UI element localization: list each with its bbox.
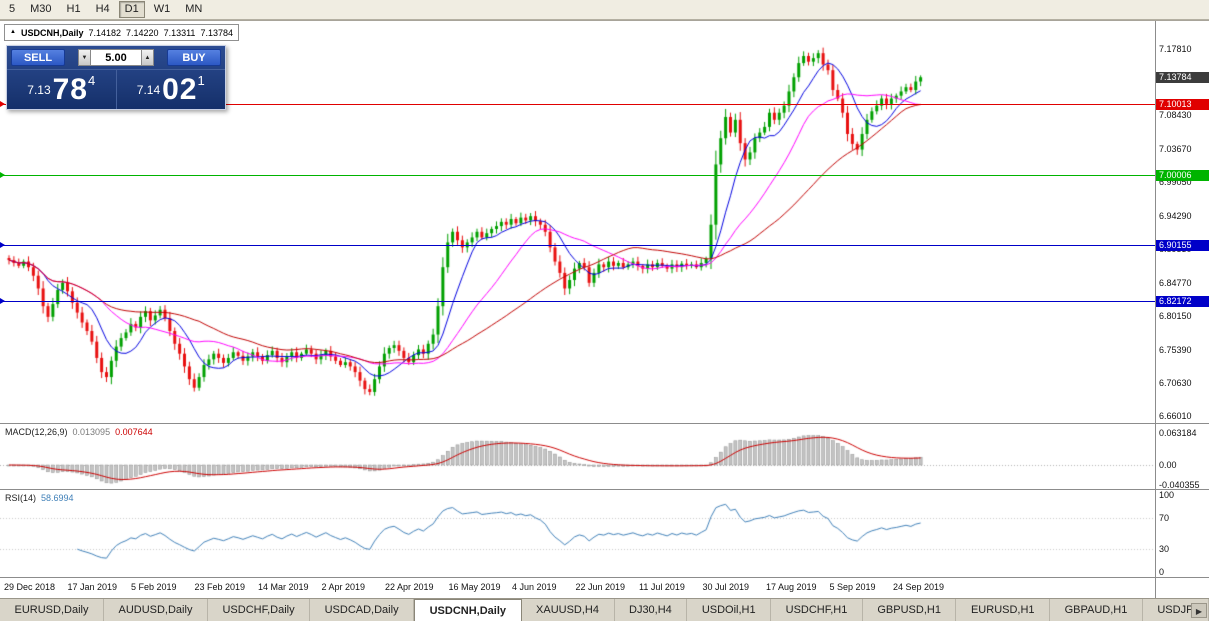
date-label: 11 Jul 2019	[639, 582, 685, 592]
sell-price-pips: 78	[52, 72, 88, 106]
timeframe-button-H1[interactable]: H1	[66, 3, 81, 15]
chart-symbol-period: USDCNH,Daily	[20, 27, 84, 38]
sell-price-main: 7.13	[27, 82, 51, 97]
tab-USDCNH-Daily[interactable]: USDCNH,Daily	[414, 599, 522, 621]
tab-USDOil-H1[interactable]: USDOil,H1	[687, 599, 772, 621]
price-divider	[115, 70, 117, 109]
ohlc-low: 7.13311	[163, 27, 196, 38]
date-label: 24 Sep 2019	[893, 582, 945, 592]
date-label: 22 Jun 2019	[575, 582, 626, 592]
indicator-axis-label: 30	[1159, 543, 1170, 554]
volume-decrease-button[interactable]: ▼	[78, 49, 91, 66]
tab-USDCHF-H1[interactable]: USDCHF,H1	[771, 599, 863, 621]
price-axis-label: 7.08430	[1159, 110, 1192, 121]
macd-signal-value: 0.007644	[115, 427, 153, 437]
one-click-trading-panel: SELL ▼ ▲ BUY 7.13 78 4 7.14 02 1	[6, 45, 226, 110]
price-axis-label: 6.66010	[1159, 410, 1192, 421]
date-label: 14 Mar 2019	[258, 582, 309, 592]
chart-title: ▲ USDCNH,Daily 7.14182 7.14220 7.13311 7…	[4, 24, 239, 41]
date-label: 17 Jan 2019	[67, 582, 118, 592]
sell-button[interactable]: SELL	[11, 49, 65, 66]
price-axis-label: 7.17810	[1159, 43, 1192, 54]
price-axis-label: 6.84770	[1159, 278, 1192, 289]
buy-price-main: 7.14	[136, 82, 161, 97]
rsi-name: RSI(14)	[5, 493, 37, 503]
volume-stepper: ▼ ▲	[69, 49, 163, 66]
date-label: 5 Feb 2019	[131, 582, 177, 592]
tab-AUDUSD-Daily[interactable]: AUDUSD,Daily	[104, 599, 208, 621]
date-label: 30 Jul 2019	[702, 582, 750, 592]
chart-window: 7.17810 7.08430 7.03670 6.99050 6.94290 6.895…	[0, 20, 1209, 598]
ohlc-open: 7.14182	[88, 27, 122, 38]
buy-button[interactable]: BUY	[167, 49, 221, 66]
timeframe-toolbar: 5 M30 H1 H4 D1 W1 MN	[0, 0, 1209, 20]
chart-tabs-bar: ▶ EURUSD,Daily AUDUSD,Daily USDCHF,Daily US…	[0, 598, 1209, 621]
volume-input[interactable]	[91, 49, 141, 66]
date-label: 22 Apr 2019	[385, 582, 434, 592]
price-axis-label: 6.99050	[1159, 176, 1192, 187]
timeframe-button-H4[interactable]: H4	[95, 3, 110, 15]
pane-separator[interactable]	[0, 577, 1209, 578]
indicator-axis-label: 70	[1159, 513, 1170, 524]
tab-scroll-right-button[interactable]: ▶	[1191, 603, 1207, 618]
volume-increase-button[interactable]: ▲	[141, 49, 154, 66]
date-label: 5 Sep 2019	[829, 582, 876, 592]
macd-pane-canvas[interactable]	[0, 424, 1155, 489]
tab-GBPAUD-H1[interactable]: GBPAUD,H1	[1050, 599, 1143, 621]
tab-USDCAD-Daily[interactable]: USDCAD,Daily	[310, 599, 415, 621]
tab-GBPUSD-H1[interactable]: GBPUSD,H1	[863, 599, 957, 621]
indicator-axis-label: 100	[1159, 490, 1175, 500]
price-tag-7.10013: 7.10013	[1156, 99, 1209, 111]
date-label: 16 May 2019	[448, 582, 501, 592]
macd-main-value: 0.013095	[72, 427, 111, 437]
price-axis-label: 6.80150	[1159, 310, 1192, 321]
tab-XAUUSD-H4[interactable]: XAUUSD,H4	[522, 599, 615, 621]
pane-separator[interactable]	[0, 489, 1209, 490]
ohlc-high: 7.14220	[126, 27, 159, 38]
tab-EURUSD-Daily[interactable]: EURUSD,Daily	[0, 599, 104, 621]
timeframe-button-MN[interactable]: MN	[185, 3, 203, 15]
indicator-axis-label: 0.00	[1159, 460, 1177, 470]
indicator-axis-label: 0	[1159, 567, 1165, 577]
tab-DJ30-H4[interactable]: DJ30,H4	[615, 599, 688, 621]
macd-name: MACD(12,26,9)	[5, 427, 68, 437]
price-axis-label: 6.75390	[1159, 344, 1192, 355]
price-axis-separator	[1155, 21, 1156, 598]
date-label: 23 Feb 2019	[194, 582, 246, 592]
tab-EURUSD-H1[interactable]: EURUSD,H1	[956, 599, 1051, 621]
price-axis-label: 7.03670	[1159, 144, 1192, 155]
indicator-axis-label: 0.063184	[1159, 428, 1197, 439]
tab-USDCHF-Daily[interactable]: USDCHF,Daily	[208, 599, 311, 621]
rsi-value: 58.6994	[41, 493, 74, 503]
timeframe-button-5[interactable]: 5	[9, 3, 16, 15]
sell-price-point: 4	[88, 73, 96, 88]
timeframe-button-M30[interactable]: M30	[30, 3, 52, 15]
date-label: 2 Apr 2019	[321, 582, 366, 592]
price-axis-label: 6.89530	[1159, 244, 1192, 255]
price-tag-7.00006: 7.00006	[1156, 170, 1209, 182]
tab-USDJP[interactable]: USDJP	[1143, 599, 1209, 621]
buy-price-pips: 02	[162, 72, 198, 106]
price-axis-label: 6.94290	[1159, 210, 1192, 221]
timeframe-button-D1[interactable]: D1	[118, 1, 145, 18]
rsi-indicator-label: RSI(14) 58.6994	[5, 493, 74, 503]
date-axis: 29 Dec 2018 17 Jan 2019 5 Feb 2019 23 Feb 2…	[0, 578, 1155, 598]
rsi-pane-canvas[interactable]	[0, 490, 1155, 577]
sell-price-button[interactable]: 7.13 78 4	[7, 70, 116, 109]
price-axis-label: 6.70630	[1159, 378, 1192, 389]
date-label: 17 Aug 2019	[766, 582, 817, 592]
buy-price-button[interactable]: 7.14 02 1	[117, 70, 226, 109]
ohlc-close: 7.13784	[200, 27, 233, 38]
timeframe-button-W1[interactable]: W1	[153, 3, 171, 15]
macd-indicator-label: MACD(12,26,9) 0.013095 0.007644	[5, 427, 153, 437]
date-label: 4 Jun 2019	[512, 582, 557, 592]
collapse-arrow-icon[interactable]: ▲	[10, 29, 16, 35]
buy-price-point: 1	[197, 73, 205, 88]
date-label: 29 Dec 2018	[4, 582, 56, 592]
price-tag-6.82172: 6.82172	[1156, 296, 1209, 308]
price-tag-6.90155: 6.90155	[1156, 239, 1209, 251]
pane-separator[interactable]	[0, 423, 1209, 424]
price-tag-7.13784: 7.13784	[1156, 72, 1209, 84]
